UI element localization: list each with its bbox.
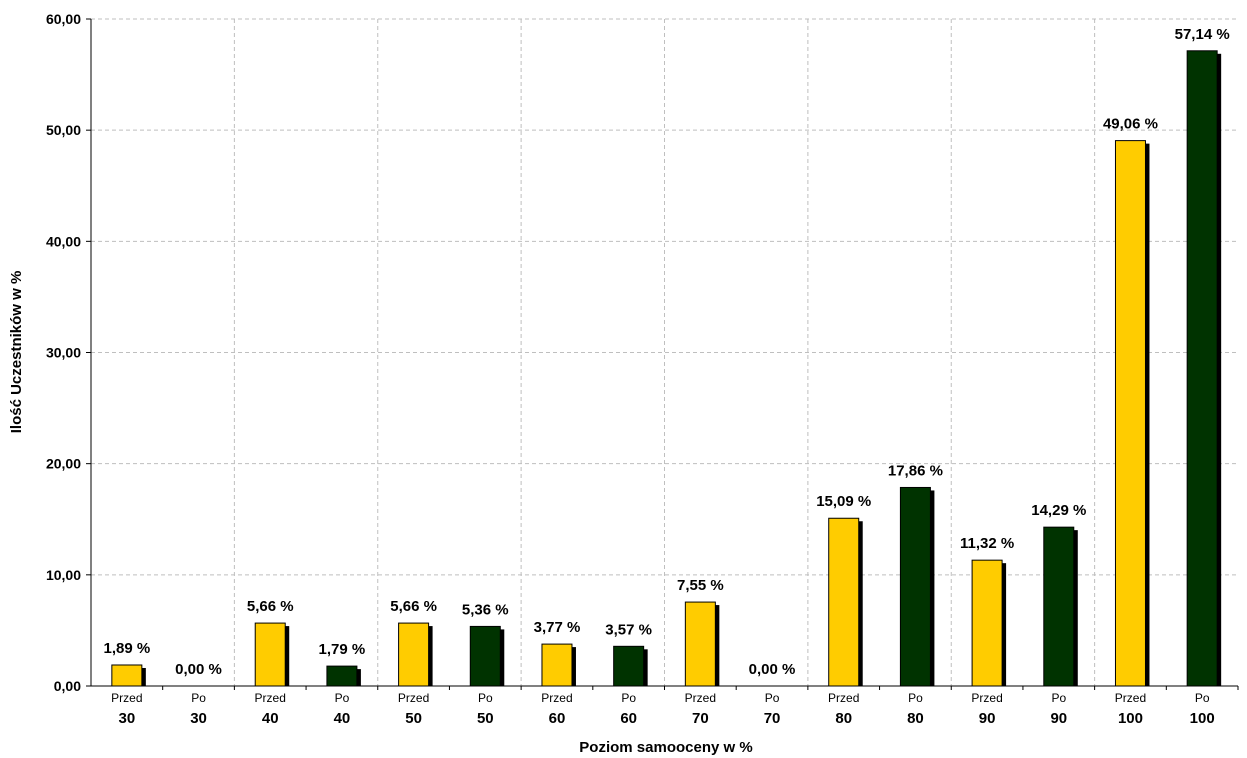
data-label: 14,29 % [1031,502,1086,519]
x-tick-level-label: 70 [764,710,781,727]
data-labels: 1,89 % 0,00 % 5,66 % 1,79 % 5,66 % 5,36 % 3,77… [103,26,1229,678]
x-tick-group-label: Przed [685,691,716,705]
bar-przed-70 [684,601,716,687]
x-tick-group-label: Po [908,691,923,705]
bar-przed-90 [971,559,1003,687]
y-tick-label: 0,00 [54,678,81,694]
data-label: 5,66 % [247,598,294,615]
data-label: 7,55 % [677,577,724,594]
x-tick-group-label: Po [478,691,493,705]
x-tick-group-label: Przed [828,691,859,705]
bar-przed-40 [254,622,286,687]
data-label: 0,00 % [749,661,796,678]
x-tick-level-label: 30 [119,710,136,727]
x-tick-level-label: 80 [907,710,924,727]
x-tick-group-label: Przed [255,691,286,705]
y-tick-label: 10,00 [46,567,81,583]
axes [86,18,1239,690]
bar-po-50 [469,625,501,687]
x-tick-level-label: 60 [620,710,637,727]
x-tick-group-label: Przed [111,691,142,705]
y-tick-label: 30,00 [46,345,81,361]
data-label: 1,79 % [319,641,366,658]
bars [111,50,1222,687]
bar-przed-80 [828,517,860,687]
x-tick-group-label: Przed [398,691,429,705]
data-label: 3,77 % [534,619,581,636]
y-tick-labels: 0,00 10,00 20,00 30,00 40,00 50,00 60,00 [46,11,81,694]
x-tick-level-label: 50 [405,710,422,727]
data-label: 11,32 % [960,535,1014,552]
x-tick-level-label: 90 [979,710,996,727]
x-tick-level-label: 30 [190,710,207,727]
x-tick-level-label: 80 [835,710,852,727]
data-label: 15,09 % [816,493,871,510]
data-label: 3,57 % [605,621,652,638]
x-axis-title: Poziom samooceny w % [579,739,752,756]
data-label: 17,86 % [888,462,943,479]
bar-przed-30 [111,664,143,687]
bar-przed-100 [1114,140,1146,687]
bar-po-40 [326,665,358,687]
x-tick-group-label: Po [765,691,780,705]
data-label: 1,89 % [103,640,150,657]
x-tick-level-label: 100 [1118,710,1143,727]
data-label: 0,00 % [175,661,222,678]
y-axis-title: Ilość Uczestników w % [8,271,25,434]
x-tick-level-label: 50 [477,710,494,727]
bar-po-80 [899,486,931,687]
x-tick-group-label: Po [1051,691,1066,705]
y-tick-label: 20,00 [46,456,81,472]
x-tick-group-label: Przed [1115,691,1146,705]
x-tick-level-label: 90 [1050,710,1067,727]
data-label: 5,36 % [462,601,509,618]
x-tick-level-label: 40 [262,710,279,727]
x-tick-level-label: 70 [692,710,709,727]
bar-po-60 [613,645,645,687]
bar-po-90 [1043,526,1075,687]
x-tick-group-label: Po [621,691,636,705]
y-tick-label: 60,00 [46,11,81,27]
x-tick-labels: Przed 30 Po 30 Przed 40 Po 40 Przed 50 Po 50 Przed 60… [111,691,1215,727]
bar-przed-50 [398,622,430,687]
x-tick-group-label: Po [1195,691,1210,705]
bar-po-100 [1186,50,1218,687]
bar-przed-60 [541,643,573,687]
x-tick-group-label: Przed [971,691,1002,705]
y-tick-label: 50,00 [46,122,81,138]
data-label: 5,66 % [390,598,437,615]
x-tick-group-label: Po [335,691,350,705]
y-tick-label: 40,00 [46,233,81,249]
x-tick-level-label: 60 [549,710,566,727]
x-tick-group-label: Przed [541,691,572,705]
grid [91,18,1238,686]
x-tick-level-label: 40 [334,710,351,727]
data-label: 49,06 % [1103,116,1158,133]
data-label: 57,14 % [1175,26,1230,43]
x-tick-group-label: Po [191,691,206,705]
x-tick-level-label: 100 [1190,710,1215,727]
